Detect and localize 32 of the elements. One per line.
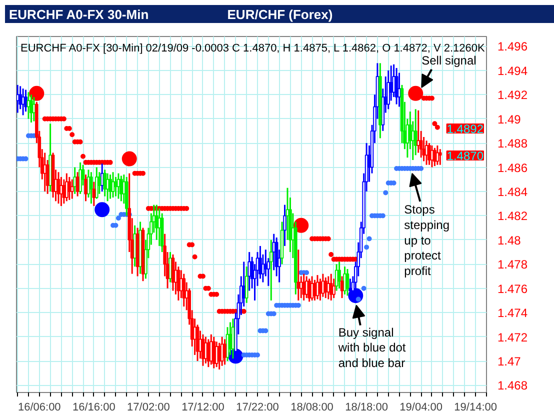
y-tick-label: 1.48	[498, 233, 522, 248]
y-tick-label: 1.484	[498, 184, 528, 199]
annotation: 1.4892	[446, 122, 484, 136]
annotation: Buy signal with blue dot and blue bar	[337, 325, 406, 370]
y-tick-label: 1.478	[498, 258, 528, 272]
y-tick-label: 1.468	[498, 378, 528, 393]
y-tick-label: 1.494	[498, 64, 528, 78]
annotation: 1.4870	[446, 149, 484, 163]
y-tick-label: 1.47	[498, 354, 522, 369]
x-tick-label: 18/18:00	[345, 402, 388, 414]
y-tick-label: 1.472	[498, 330, 528, 344]
text: EURCHF A0-FX [30-Min] 02/19/09 -0.0003 C 1.4870, H 1.4875, L 1.4862, O 1.4872, V 2.1260K	[20, 42, 486, 54]
y-tick-label: 1.482	[498, 209, 528, 224]
y-tick-label: 1.488	[498, 136, 528, 151]
y-tick-label: 1.492	[498, 88, 528, 102]
text: EURCHF A0-FX 30-Min	[9, 6, 149, 24]
x-tick-label: 16/16:00	[72, 402, 116, 414]
annotation: Sell signal	[422, 53, 476, 68]
y-tick-label: 1.474	[498, 306, 528, 320]
x-tick-label: 17/12:00	[182, 402, 224, 414]
y-tick-label: 1.476	[498, 282, 528, 296]
y-tick-label: 1.496	[498, 40, 528, 54]
x-tick-label: 19/14:00	[454, 402, 498, 414]
y-tick-label: 1.49	[498, 112, 522, 126]
x-tick-label: 19/04:00	[400, 402, 442, 414]
x-tick-label: 18/08:00	[290, 402, 334, 414]
x-tick-label: 17/02:00	[127, 402, 170, 414]
x-tick-label: 17/22:00	[236, 402, 279, 414]
x-tick-label: 16/06:00	[18, 402, 61, 414]
y-tick-label: 1.486	[498, 160, 528, 175]
chart-title: EUR/CHF (Forex)	[227, 7, 333, 22]
annotation: Stops stepping up to protect profit	[404, 202, 450, 278]
